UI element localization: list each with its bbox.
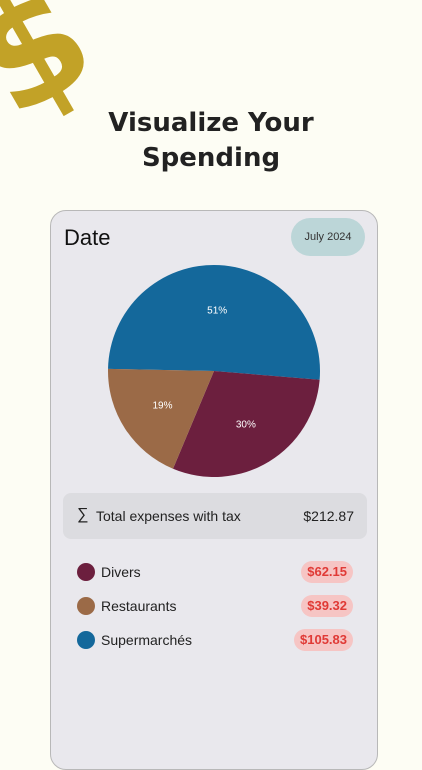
category-name: Divers bbox=[101, 564, 141, 580]
category-row-supermarches[interactable]: Supermarchés $105.83 bbox=[77, 627, 353, 653]
pie-slice-supermarchs bbox=[108, 264, 320, 380]
month-selector-button[interactable]: July 2024 bbox=[291, 218, 365, 256]
pie-slice-restaurants bbox=[108, 368, 214, 469]
category-row-divers[interactable]: Divers $62.15 bbox=[77, 559, 353, 585]
pie-chart: 51% 30% 19% bbox=[108, 264, 320, 477]
category-name: Supermarchés bbox=[101, 632, 193, 648]
pie-label: 30% bbox=[236, 420, 256, 431]
hero-title-line1: Visualize Your bbox=[108, 108, 314, 138]
total-value: $212.87 bbox=[303, 508, 354, 524]
category-amount: $62.15 bbox=[301, 561, 353, 583]
pie-slice-divers bbox=[173, 371, 320, 477]
hero-title-line2: Spending bbox=[141, 143, 281, 173]
category-color-dot bbox=[77, 631, 95, 649]
hero-title: Visualize Your Spending bbox=[0, 106, 422, 176]
sigma-icon: ∑ bbox=[77, 506, 89, 523]
category-color-dot bbox=[77, 597, 95, 615]
date-label: Date bbox=[64, 225, 111, 250]
pie-label: 51% bbox=[207, 306, 227, 317]
category-amount: $105.83 bbox=[294, 629, 353, 651]
category-row-restaurants[interactable]: Restaurants $39.32 bbox=[77, 593, 353, 619]
category-color-dot bbox=[77, 563, 95, 581]
total-label: Total expenses with tax bbox=[96, 508, 241, 524]
category-amount: $39.32 bbox=[301, 595, 353, 617]
pie-label: 19% bbox=[152, 401, 172, 412]
total-expenses-row: ∑ Total expenses with tax $212.87 bbox=[63, 493, 367, 539]
category-name: Restaurants bbox=[101, 598, 177, 614]
phone-screen: Date July 2024 51% 30% 19% ∑ Total expense… bbox=[50, 210, 378, 770]
